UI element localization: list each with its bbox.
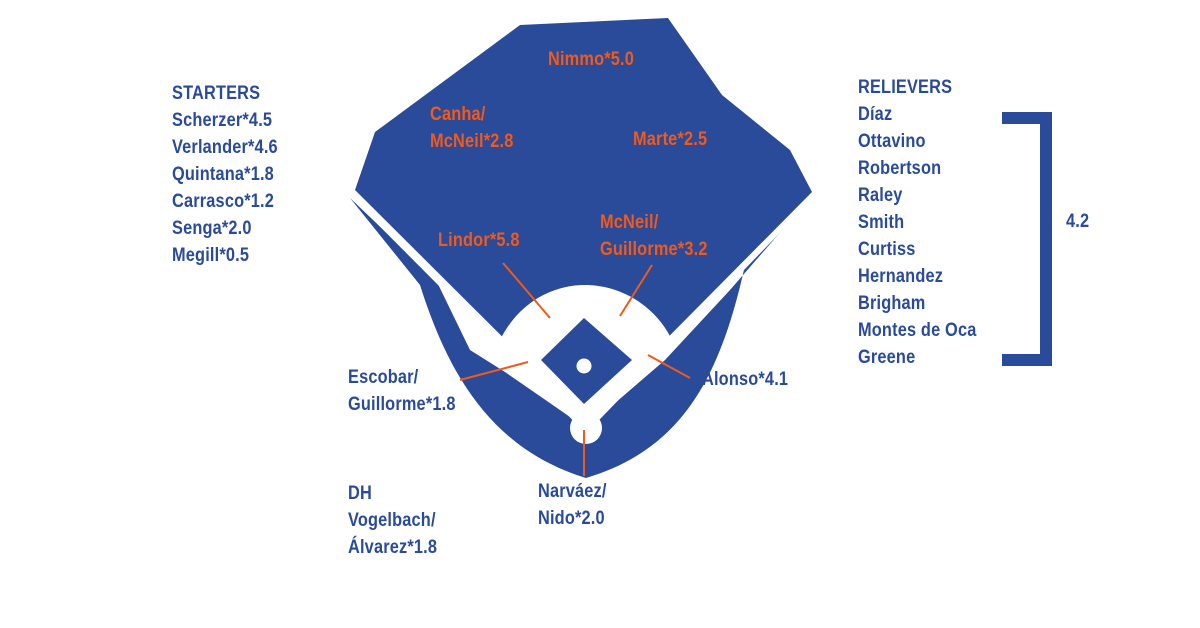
relievers-total: 4.2 [1066, 211, 1090, 232]
reliever-item: Robertson [858, 158, 942, 179]
second-base-label: McNeil/ Guillorme*3.2 [600, 209, 708, 263]
rf-label: Marte*2.5 [633, 126, 707, 153]
starters-heading: STARTERS [172, 83, 261, 104]
second-player-1: McNeil/ [600, 212, 659, 233]
third-base [503, 348, 521, 366]
catcher-player-1: Narváez/ [538, 481, 607, 502]
second-player-2: Guillorme*3.2 [600, 239, 708, 260]
lf-player-1: Canha/ [430, 104, 486, 125]
dh-list: DH Vogelbach/ Álvarez*1.8 [348, 480, 437, 561]
relievers-heading: RELIEVERS [858, 77, 953, 98]
relievers-bracket [1002, 112, 1052, 366]
starter-item: Carrasco*1.2 [172, 191, 274, 212]
reliever-item: Ottavino [858, 131, 926, 152]
starter-item: Quintana*1.8 [172, 164, 274, 185]
reliever-item: Smith [858, 212, 905, 233]
ss-label: Lindor*5.8 [438, 227, 520, 254]
reliever-item: Curtiss [858, 239, 916, 260]
first-pointer [647, 354, 691, 379]
ss-pointer [502, 262, 551, 319]
third-player-2: Guillorme*1.8 [348, 394, 456, 415]
lf-label: Canha/ McNeil*2.8 [430, 101, 513, 155]
third-base-label: Escobar/ Guillorme*1.8 [348, 364, 456, 418]
home-plate-area [570, 412, 602, 444]
rf-player: Marte*2.5 [633, 129, 708, 150]
catcher-player-2: Nido*2.0 [538, 508, 605, 529]
relievers-list: RELIEVERS Díaz Ottavino Robertson Raley … [858, 74, 976, 371]
starter-item: Verlander*4.6 [172, 137, 278, 158]
reliever-item: Montes de Oca [858, 320, 977, 341]
dh-item: Álvarez*1.8 [348, 537, 438, 558]
first-player: Alonso*4.1 [702, 369, 789, 390]
reliever-item: Díaz [858, 104, 893, 125]
right-foul-line [584, 194, 814, 432]
cf-label: Nimmo*5.0 [548, 46, 634, 73]
catcher-label: Narváez/ Nido*2.0 [538, 478, 607, 532]
starters-list: STARTERS Scherzer*4.5 Verlander*4.6 Quin… [172, 80, 278, 269]
ss-player: Lindor*5.8 [438, 230, 520, 251]
reliever-item: Greene [858, 347, 916, 368]
first-base-label: Alonso*4.1 [702, 366, 788, 393]
foul-territory [350, 198, 810, 478]
outfield-shape [355, 18, 812, 420]
lf-player-2: McNeil*2.8 [430, 131, 514, 152]
pitchers-mound [576, 358, 592, 374]
cf-player: Nimmo*5.0 [548, 49, 635, 70]
third-player-1: Escobar/ [348, 367, 419, 388]
reliever-item: Brigham [858, 293, 926, 314]
starter-item: Senga*2.0 [172, 218, 252, 239]
third-pointer [459, 361, 529, 381]
left-foul-line [351, 194, 588, 432]
reliever-item: Hernandez [858, 266, 944, 287]
second-pointer [619, 264, 653, 317]
dh-item: Vogelbach/ [348, 510, 436, 531]
starter-item: Scherzer*4.5 [172, 110, 273, 131]
dh-heading: DH [348, 483, 372, 504]
reliever-item: Raley [858, 185, 903, 206]
starter-item: Megill*0.5 [172, 245, 250, 266]
